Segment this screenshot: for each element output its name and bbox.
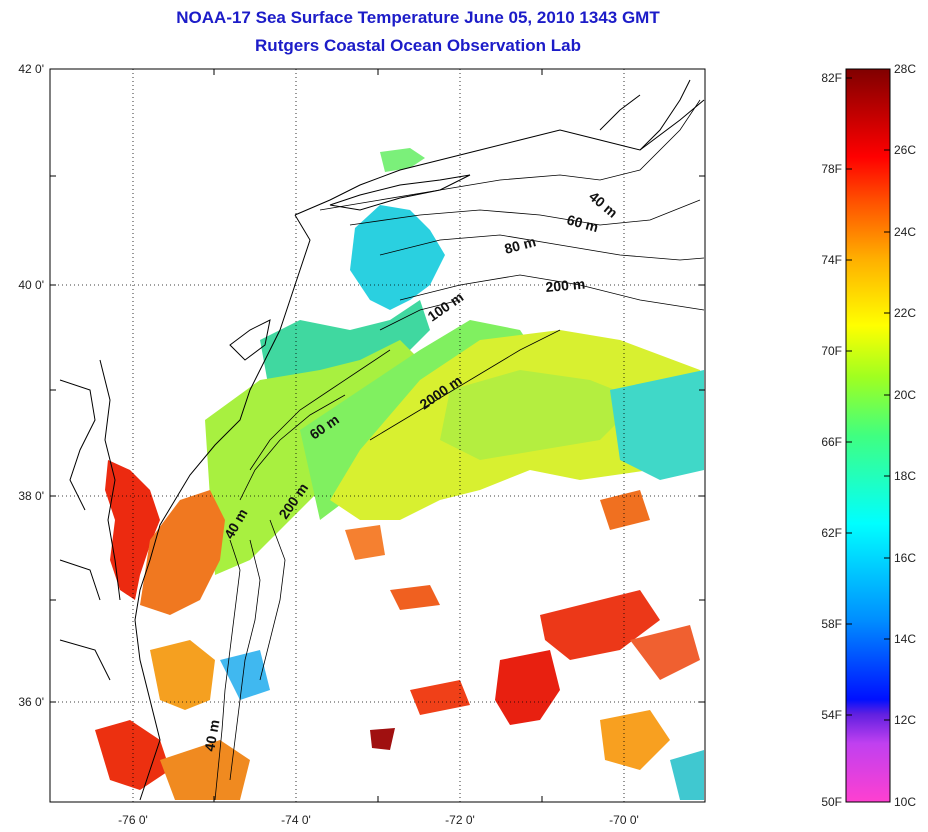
coastline-ne bbox=[294, 99, 705, 216]
isobath-200m-n bbox=[399, 274, 705, 311]
coastline bbox=[134, 214, 311, 801]
colorbar-ticks bbox=[846, 68, 890, 721]
isobath-shelf-1 bbox=[249, 349, 391, 471]
map-subtitle: Rutgers Coastal Ocean Observation Lab bbox=[255, 36, 581, 55]
sst-patch-chesapeake bbox=[105, 460, 160, 600]
lon-label: -70 0' bbox=[609, 813, 639, 827]
isobath-40m bbox=[319, 99, 701, 211]
sst-patch-hatteras bbox=[220, 650, 270, 700]
lat-label: 40 0' bbox=[18, 278, 44, 292]
lat-label: 36 0' bbox=[18, 695, 44, 709]
isobath-60m bbox=[349, 199, 701, 226]
lat-label: 42 0' bbox=[18, 62, 44, 76]
cbar-c-label: 16C bbox=[894, 551, 916, 565]
sst-patch-gs-4 bbox=[495, 650, 560, 725]
sst-patch-gs-8 bbox=[630, 625, 700, 680]
cbar-c-label: 28C bbox=[894, 62, 916, 76]
cbar-f-label: 62F bbox=[821, 526, 842, 540]
cbar-c-label: 24C bbox=[894, 225, 916, 239]
cbar-f-label: 54F bbox=[821, 708, 842, 722]
isobath-label: 40 m bbox=[201, 718, 222, 752]
cbar-f-label: 70F bbox=[821, 344, 842, 358]
cbar-c-label: 18C bbox=[894, 469, 916, 483]
isobath-80m bbox=[379, 234, 705, 261]
isobath-shelf-4 bbox=[229, 539, 261, 781]
lon-label: -76 0' bbox=[118, 813, 148, 827]
isobath-100m bbox=[379, 299, 461, 331]
cbar-f-label: 78F bbox=[821, 162, 842, 176]
cbar-f-label: 74F bbox=[821, 253, 842, 267]
sst-patch-nc-north bbox=[150, 640, 215, 710]
delaware-bay bbox=[229, 319, 271, 361]
long-island bbox=[329, 174, 471, 211]
sst-patch-gs-10 bbox=[600, 490, 650, 530]
sst-patch-ny-bight bbox=[350, 205, 445, 310]
sst-patch-pamlico bbox=[95, 720, 170, 790]
ticks bbox=[50, 68, 705, 802]
colorbar-c-labels: 28C 26C 24C 22C 20C 18C 16C 14C 12C 10C bbox=[894, 62, 916, 809]
map-panel: 40 m 60 m 80 m 200 m 100 m 2000 m 60 m 2… bbox=[18, 62, 706, 827]
cbar-f-label: 50F bbox=[821, 795, 842, 809]
cbar-f-label: 58F bbox=[821, 617, 842, 631]
latitude-labels: 42 0' 40 0' 38 0' 36 0' bbox=[18, 62, 44, 709]
isobath-shelf-5 bbox=[259, 519, 286, 681]
sst-patch-va-coast bbox=[140, 490, 225, 615]
isobath-label: 80 m bbox=[503, 233, 538, 257]
isobath-shelf-3 bbox=[214, 539, 241, 801]
sst-patch-gs-1 bbox=[345, 525, 385, 560]
lon-label: -74 0' bbox=[281, 813, 311, 827]
sst-patch-gs-3 bbox=[540, 590, 660, 660]
map-title: NOAA-17 Sea Surface Temperature June 05,… bbox=[176, 8, 660, 27]
longitude-labels: -76 0' -74 0' -72 0' -70 0' bbox=[118, 813, 639, 827]
inland-rivers bbox=[59, 379, 111, 681]
colorbar-f-labels: 82F 78F 74F 70F 66F 62F 58F 54F 50F bbox=[821, 71, 842, 809]
colorbar-gradient bbox=[845, 68, 891, 803]
isobath-shelf-2 bbox=[239, 394, 346, 501]
sst-patch-gulf-edge bbox=[610, 370, 704, 480]
isobath-2000m bbox=[369, 329, 561, 441]
isobath-label: 60 m bbox=[565, 211, 600, 235]
sst-patch-gs-6 bbox=[370, 728, 395, 750]
sst-patch-gs-7 bbox=[600, 710, 670, 770]
chesapeake-west bbox=[99, 359, 121, 601]
colorbar: 82F 78F 74F 70F 66F 62F 58F 54F 50F 28C … bbox=[821, 62, 916, 809]
lon-label: -72 0' bbox=[445, 813, 475, 827]
sst-patch-offshore-core bbox=[440, 370, 640, 460]
coastline-layer bbox=[59, 79, 705, 801]
cbar-c-label: 22C bbox=[894, 306, 916, 320]
cbar-c-label: 20C bbox=[894, 388, 916, 402]
sst-patch-li-sound bbox=[380, 148, 425, 172]
isobath-label: 200 m bbox=[545, 276, 586, 295]
cbar-f-label: 82F bbox=[821, 71, 842, 85]
sst-patch-gs-9 bbox=[670, 750, 704, 800]
cape-cod bbox=[599, 79, 691, 151]
cbar-c-label: 14C bbox=[894, 632, 916, 646]
cbar-c-label: 10C bbox=[894, 795, 916, 809]
sst-data-layer bbox=[95, 148, 704, 800]
lat-label: 38 0' bbox=[18, 489, 44, 503]
cbar-c-label: 12C bbox=[894, 713, 916, 727]
cbar-c-label: 26C bbox=[894, 143, 916, 157]
isobath-layer bbox=[214, 99, 705, 801]
sst-patch-nc-south bbox=[160, 740, 250, 800]
sst-patch-gs-2 bbox=[390, 585, 440, 610]
sst-patch-gs-5 bbox=[410, 680, 470, 715]
cbar-f-label: 66F bbox=[821, 435, 842, 449]
